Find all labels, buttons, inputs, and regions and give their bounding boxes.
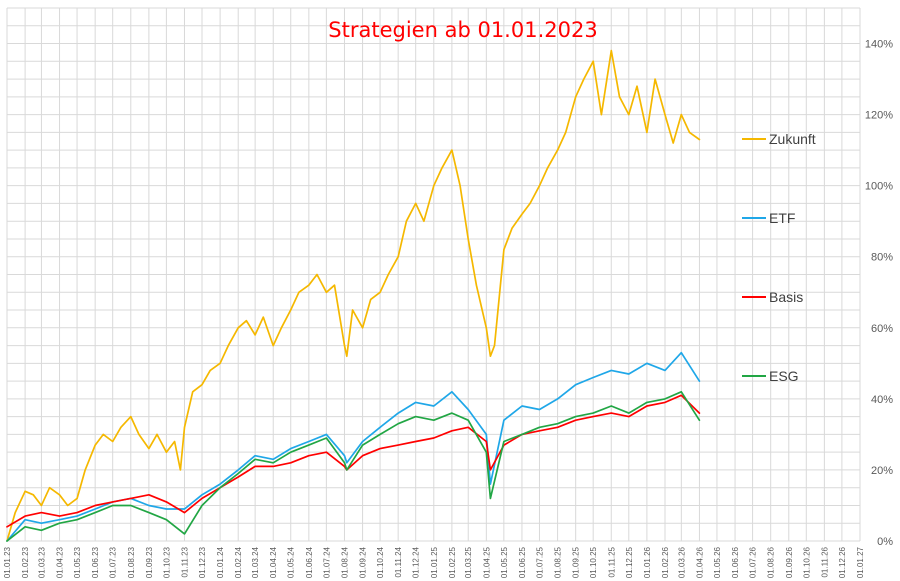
- y-tick-label-3: 60%: [871, 323, 893, 335]
- x-tick-label-14: 01.03.24: [251, 546, 260, 578]
- x-tick-label-29: 01.06.25: [518, 546, 527, 578]
- y-tick-label-6: 120%: [865, 110, 893, 122]
- x-tick-label-43: 01.08.26: [767, 546, 776, 578]
- x-tick-label-5: 01.06.23: [91, 546, 100, 578]
- x-tick-label-32: 01.09.25: [572, 546, 581, 578]
- x-tick-label-35: 01.12.25: [625, 546, 634, 578]
- chart-title: Strategien ab 01.01.2023: [328, 18, 597, 42]
- x-tick-label-12: 01.01.24: [216, 546, 225, 578]
- y-tick-label-1: 20%: [871, 465, 893, 477]
- x-tick-label-10: 01.11.23: [180, 546, 189, 577]
- x-tick-label-3: 01.04.23: [56, 546, 65, 578]
- x-tick-label-23: 01.12.24: [412, 546, 421, 578]
- series-line-basis: [6, 394, 701, 528]
- x-tick-label-17: 01.06.24: [305, 546, 314, 578]
- x-tick-label-9: 01.10.23: [162, 546, 171, 578]
- x-axis-ticks: 01.01.23 01.02.23 01.03.23 01.04.23 01.05.23…: [3, 546, 865, 578]
- series-lines: [6, 49, 701, 542]
- y-axis-ticks: 0% 20% 40% 60% 80% 100% 120% 140%: [865, 39, 893, 548]
- x-tick-label-31: 01.08.25: [554, 546, 563, 578]
- gridlines: [6, 7, 861, 542]
- x-tick-label-44: 01.09.26: [785, 546, 794, 578]
- x-tick-label-6: 01.07.23: [109, 546, 118, 578]
- x-tick-label-26: 01.03.25: [464, 546, 473, 578]
- x-tick-label-1: 01.02.23: [21, 546, 30, 578]
- y-tick-label-0: 0%: [877, 536, 893, 548]
- x-tick-label-38: 01.03.26: [677, 546, 686, 578]
- x-tick-label-25: 01.02.25: [448, 546, 457, 578]
- x-tick-label-30: 01.07.25: [535, 546, 544, 578]
- x-tick-label-41: 01.06.26: [731, 546, 740, 578]
- x-tick-label-45: 01.10.26: [802, 546, 811, 578]
- x-tick-label-20: 01.09.24: [359, 546, 368, 578]
- y-tick-label-5: 100%: [865, 181, 893, 193]
- y-tick-label-7: 140%: [865, 39, 893, 51]
- x-tick-label-47: 01.12.26: [838, 546, 847, 578]
- y-tick-label-4: 80%: [871, 252, 893, 264]
- x-tick-label-13: 01.02.24: [234, 546, 243, 578]
- x-tick-label-21: 01.10.24: [376, 546, 385, 578]
- x-tick-label-16: 01.05.24: [287, 546, 296, 578]
- x-tick-label-8: 01.09.23: [145, 546, 154, 578]
- legend-label-etf: ETF: [769, 210, 795, 226]
- x-tick-label-19: 01.08.24: [340, 546, 349, 578]
- legend-label-zukunft: Zukunft: [769, 131, 816, 147]
- x-tick-label-46: 01.11.26: [820, 546, 829, 577]
- x-tick-label-7: 01.08.23: [127, 546, 136, 578]
- legend: Zukunft ETF Basis ESG: [742, 131, 816, 384]
- x-tick-label-27: 01.04.25: [482, 546, 491, 578]
- x-tick-label-34: 01.11.25: [607, 546, 616, 577]
- series-line-esg: [6, 390, 701, 542]
- x-tick-label-0: 01.01.23: [3, 546, 12, 578]
- legend-label-esg: ESG: [769, 368, 799, 384]
- x-tick-label-33: 01.10.25: [589, 546, 598, 578]
- x-tick-label-39: 01.04.26: [695, 546, 704, 578]
- x-tick-label-36: 01.01.26: [643, 546, 652, 578]
- y-tick-label-2: 40%: [871, 394, 893, 406]
- x-tick-label-48: 01.01.27: [856, 546, 865, 578]
- x-tick-label-2: 01.03.23: [37, 546, 46, 578]
- x-tick-label-11: 01.12.23: [198, 546, 207, 578]
- x-tick-label-4: 01.05.23: [73, 546, 82, 578]
- x-tick-label-22: 01.11.24: [394, 546, 403, 577]
- x-tick-label-18: 01.07.24: [322, 546, 331, 578]
- x-tick-label-28: 01.05.25: [500, 546, 509, 578]
- x-tick-label-24: 01.01.25: [430, 546, 439, 578]
- x-tick-label-40: 01.05.26: [713, 546, 722, 578]
- legend-label-basis: Basis: [769, 289, 803, 305]
- x-tick-label-42: 01.07.26: [749, 546, 758, 578]
- x-tick-label-15: 01.04.24: [269, 546, 278, 578]
- x-tick-label-37: 01.02.26: [661, 546, 670, 578]
- series-line-zukunft: [6, 49, 701, 542]
